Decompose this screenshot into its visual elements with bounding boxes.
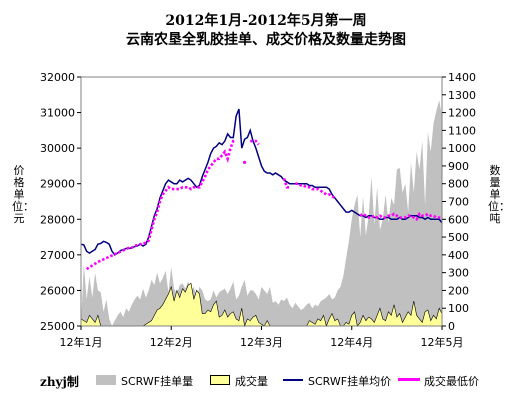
y-right-tick-label: 900	[448, 160, 469, 173]
y-right-tick-label: 400	[448, 249, 469, 262]
series-area-0	[81, 100, 442, 326]
y-left-axis-label: 价格单位：元	[12, 164, 34, 225]
series-line-3-seg-0	[85, 139, 237, 271]
legend-swatch-listing-volume	[96, 375, 116, 385]
y-right-tick-label: 1300	[448, 89, 476, 102]
series-line-3-seg-2	[250, 139, 260, 146]
legend-swatch-min-price	[398, 378, 420, 381]
y-right-axis-label: 数量单位：吨	[488, 164, 510, 225]
legend: zhyj制 SCRWF挂单量 成交量 SCRWF挂单均价 成交最低价	[0, 371, 532, 389]
y-left-tick-label: 28000	[40, 213, 75, 226]
legend-label-avg-price: SCRWF挂单均价	[308, 375, 392, 388]
x-tick-label: 12年3月	[240, 335, 283, 349]
y-right-tick-label: 200	[448, 284, 469, 297]
x-tick-label: 12年1月	[60, 335, 103, 349]
y-left-tick-label: 30000	[40, 142, 75, 155]
y-right-tick-label: 1400	[448, 71, 476, 84]
chart-subtitle: 云南农垦全乳胶挂单、成交价格及数量走势图	[126, 32, 406, 48]
y-left-tick-label: 27000	[40, 249, 75, 262]
y-left-tick-label: 31000	[40, 107, 75, 120]
legend-label-listing-volume: SCRWF挂单量	[121, 375, 194, 388]
series-point-3-1	[242, 160, 247, 164]
chart-title: 2012年1月-2012年5月第一周	[165, 13, 367, 29]
y-right-tick-label: 300	[448, 267, 469, 280]
series-line-3-seg-3	[282, 177, 290, 189]
legend-label-min-price: 成交最低价	[424, 375, 479, 388]
y-left-tick-label: 29000	[40, 178, 75, 191]
x-tick-label: 12年4月	[330, 335, 373, 349]
maker-label: zhyj制	[40, 375, 79, 389]
y-right-tick-label: 700	[448, 196, 469, 209]
y-right-tick-label: 600	[448, 213, 469, 226]
legend-label-deal-volume: 成交量	[235, 375, 268, 388]
y-left-tick-label: 26000	[40, 284, 75, 297]
x-tick-label: 12年2月	[150, 335, 193, 349]
y-right-tick-label: 100	[448, 302, 469, 315]
y-right-tick-label: 1100	[448, 124, 476, 137]
series-line-3-seg-5	[359, 212, 442, 222]
y-right-tick-label: 0	[448, 320, 455, 333]
y-right-tick-label: 1000	[448, 142, 476, 155]
legend-swatch-avg-price	[283, 379, 303, 381]
y-left-tick-label: 32000	[40, 71, 75, 84]
y-left-tick-label: 25000	[40, 320, 75, 333]
legend-swatch-deal-volume	[210, 375, 230, 385]
y-right-tick-label: 1200	[448, 107, 476, 120]
y-right-tick-label: 800	[448, 178, 469, 191]
y-right-tick-label: 500	[448, 231, 469, 244]
x-tick-label: 12年5月	[421, 335, 464, 349]
